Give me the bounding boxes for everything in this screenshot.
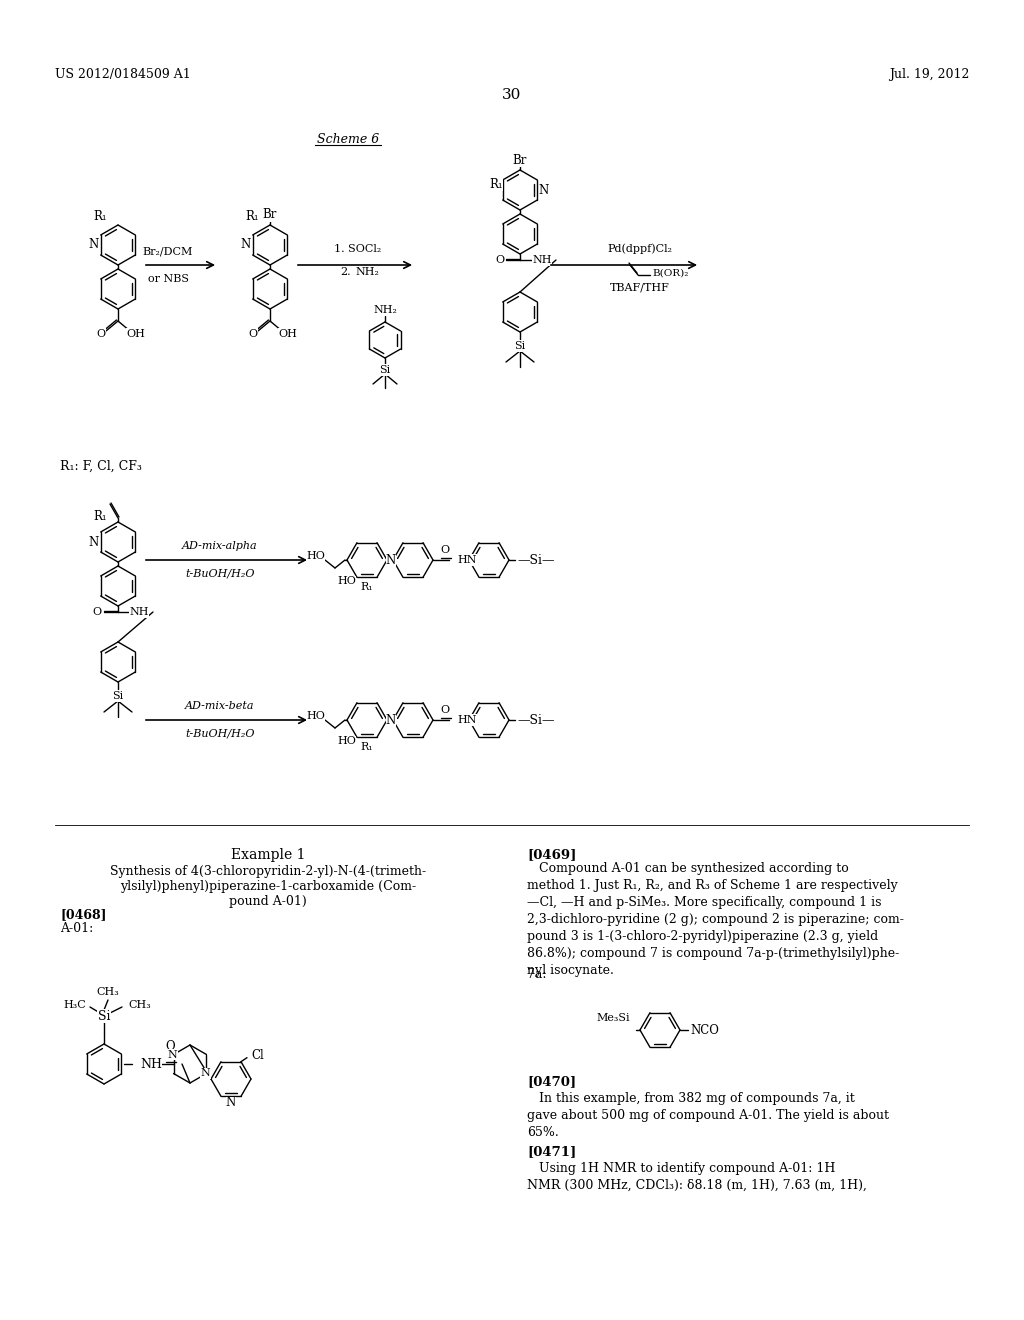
Text: [0468]: [0468] [60,908,106,921]
Text: N: N [539,183,549,197]
Text: R₁: R₁ [93,510,106,523]
Text: OH: OH [127,329,145,339]
Text: NH₂: NH₂ [355,267,379,277]
Text: R₁: R₁ [360,742,374,752]
Text: or NBS: or NBS [147,275,188,284]
Text: A-01:: A-01: [60,921,93,935]
Text: N: N [201,1068,210,1078]
Text: NH₂: NH₂ [373,305,397,315]
Text: Pd(dppf)Cl₂: Pd(dppf)Cl₂ [607,243,673,253]
Text: O: O [440,545,450,554]
Text: N: N [386,553,396,566]
Text: Me₃Si: Me₃Si [596,1012,630,1023]
Text: N: N [168,1049,177,1060]
Text: 7a:: 7a: [527,968,547,981]
Text: CH₃: CH₃ [128,1001,151,1010]
Text: HO: HO [337,576,356,586]
Text: t-BuOH/H₂O: t-BuOH/H₂O [185,569,255,579]
Text: B(OR)₂: B(OR)₂ [652,268,688,277]
Text: Br: Br [263,209,278,222]
Text: HN: HN [458,554,477,565]
Text: US 2012/0184509 A1: US 2012/0184509 A1 [55,69,190,81]
Text: NCO: NCO [690,1023,719,1036]
Text: R₁: R₁ [245,210,259,223]
Text: CH₃: CH₃ [96,987,120,997]
Text: NH: NH [140,1057,162,1071]
Text: 2.: 2. [340,267,350,277]
Text: Si: Si [97,1010,111,1023]
Text: O: O [440,705,450,715]
Text: HO: HO [337,737,356,746]
Text: O: O [96,329,105,339]
Text: N: N [386,714,396,726]
Text: AD-mix-alpha: AD-mix-alpha [182,541,258,550]
Text: Compound A-01 can be synthesized according to
method 1. Just R₁, R₂, and R₃ of S: Compound A-01 can be synthesized accordi… [527,862,904,977]
Text: R₁: R₁ [93,210,106,223]
Text: HO: HO [306,550,325,561]
Text: 30: 30 [503,88,521,102]
Text: Si: Si [514,341,525,351]
Text: —Si—: —Si— [517,553,555,566]
Text: [0470]: [0470] [527,1074,577,1088]
Text: N: N [89,536,99,549]
Text: O: O [92,607,101,616]
Text: R₁: F, Cl, CF₃: R₁: F, Cl, CF₃ [60,459,142,473]
Text: Si: Si [379,366,390,375]
Text: HO: HO [306,711,325,721]
Text: 1. SOCl₂: 1. SOCl₂ [335,244,382,253]
Text: R₁: R₁ [360,582,374,591]
Text: OH: OH [279,329,297,339]
Text: NH: NH [532,255,552,265]
Text: O: O [496,255,505,265]
Text: Synthesis of 4(3-chloropyridin-2-yl)-N-(4-(trimeth-
ylsilyl)phenyl)piperazine-1-: Synthesis of 4(3-chloropyridin-2-yl)-N-(… [110,865,426,908]
Text: Si: Si [113,690,124,701]
Text: R₁: R₁ [489,177,503,190]
Text: TBAF/THF: TBAF/THF [610,282,670,293]
Text: O: O [249,329,258,339]
Text: Scheme 6: Scheme 6 [316,133,379,147]
Text: H₃C: H₃C [63,1001,86,1010]
Text: [0469]: [0469] [527,847,577,861]
Text: AD-mix-beta: AD-mix-beta [185,701,255,711]
Text: N: N [226,1097,237,1110]
Text: t-BuOH/H₂O: t-BuOH/H₂O [185,729,255,739]
Text: Jul. 19, 2012: Jul. 19, 2012 [889,69,969,81]
Text: Cl: Cl [251,1049,264,1063]
Text: Br₂/DCM: Br₂/DCM [142,246,194,256]
Text: Using 1H NMR to identify compound A-01: 1H
NMR (300 MHz, CDCl₃): δ8.18 (m, 1H), : Using 1H NMR to identify compound A-01: … [527,1162,867,1192]
Text: NH: NH [129,607,148,616]
Text: N: N [89,239,99,252]
Text: N: N [241,239,251,252]
Text: HN: HN [458,715,477,725]
Text: O: O [165,1040,175,1053]
Text: Example 1: Example 1 [230,847,305,862]
Text: —Si—: —Si— [517,714,555,726]
Text: Br: Br [513,153,527,166]
Text: In this example, from 382 mg of compounds 7a, it
gave about 500 mg of compound A: In this example, from 382 mg of compound… [527,1092,889,1139]
Text: [0471]: [0471] [527,1144,577,1158]
